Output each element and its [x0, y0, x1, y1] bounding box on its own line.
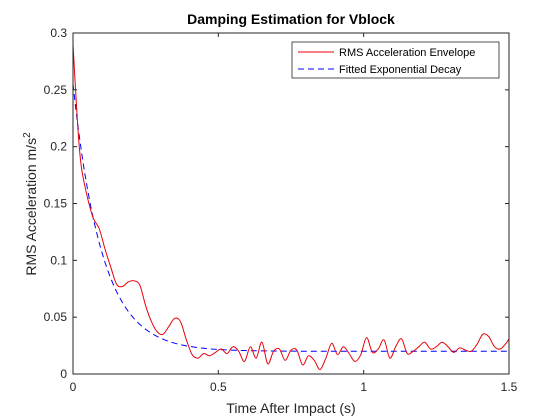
x-axis-label: Time After Impact (s) [226, 400, 355, 416]
legend-label-fit: Fitted Exponential Decay [339, 64, 462, 76]
y-tick-label: 0.25 [44, 83, 68, 97]
y-axis-label: RMS Acceleration m/s2 [22, 132, 39, 276]
y-tick-label: 0.15 [44, 197, 68, 211]
y-tick-label: 0.1 [50, 253, 67, 267]
series-line-fitted-decay [72, 84, 509, 352]
y-tick-label: 0 [60, 367, 67, 381]
plot-box [72, 32, 510, 375]
series-line-rms-envelope [72, 44, 510, 370]
y-tick-label: 0.2 [50, 140, 67, 154]
legend-box [291, 41, 500, 79]
legend: RMS Acceleration Envelope Fitted Exponen… [291, 41, 500, 79]
y-axis-label-text: RMS Acceleration m/s [23, 138, 39, 276]
legend-label-envelope: RMS Acceleration Envelope [339, 47, 475, 59]
x-tick-label: 1 [360, 380, 367, 394]
chart-title: Damping Estimation for Vblock [187, 11, 395, 27]
x-tick-label: 0 [70, 380, 77, 394]
y-tick-label: 0.3 [50, 26, 67, 40]
y-ticks: 0 0.05 0.1 0.15 0.2 0.25 0.3 [44, 26, 509, 381]
x-ticks: 0 0.5 1 1.5 [70, 33, 518, 394]
series-layer [72, 44, 510, 370]
plot-area [73, 33, 509, 374]
x-tick-label: 1.5 [501, 380, 518, 394]
y-tick-label: 0.05 [44, 310, 68, 324]
y-axis-label-superscript: 2 [22, 132, 33, 138]
x-tick-label: 0.5 [210, 380, 227, 394]
